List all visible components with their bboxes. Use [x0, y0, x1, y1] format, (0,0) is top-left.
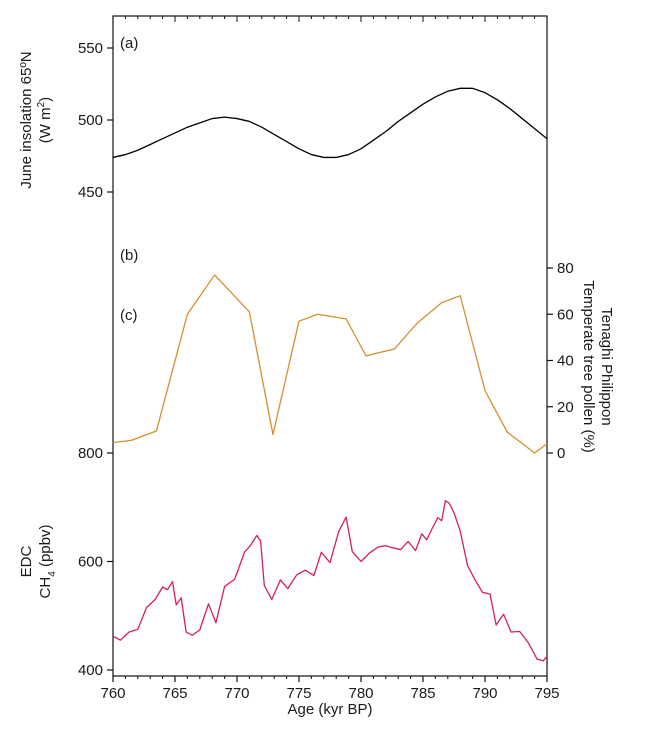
text-layer: 760 765 770 775 780 785 790 795 Age (kyr BP) 450 5…: [18, 35, 615, 718]
y-axis-units-end: (ppbv): [37, 525, 54, 572]
y-tick-label: 450: [78, 184, 103, 201]
y-tick-label: 80: [557, 260, 574, 277]
x-tick-label: 765: [162, 685, 187, 702]
x-tick-label: 785: [410, 685, 435, 702]
marks-layer: [112, 87, 548, 662]
y-tick-label: 20: [557, 399, 574, 416]
series-line: [112, 87, 548, 159]
y-tick-label: 60: [557, 306, 574, 323]
x-tick-label: 790: [472, 685, 497, 702]
y-tick-label: 40: [557, 353, 574, 370]
y-axis-units-text: CH: [37, 577, 54, 599]
y-axis-units: Temperate tree pollen (%): [580, 280, 597, 453]
panel-label: (a): [120, 35, 138, 52]
y-tick-label: 550: [78, 40, 103, 57]
y-axis-units-superscript: 2: [36, 101, 47, 107]
frame-layer: [107, 15, 553, 682]
y-axis-units-text: (W m: [37, 107, 54, 143]
x-tick-label: 780: [348, 685, 373, 702]
plot-frame: [112, 15, 548, 677]
y-tick-label: 500: [78, 112, 103, 129]
series-line: [112, 500, 548, 662]
series-line: [112, 274, 548, 454]
y-axis-units: CH4 (ppbv): [37, 525, 58, 599]
panel-label: (b): [120, 247, 138, 264]
y-tick-label: 600: [78, 554, 103, 571]
y-axis-title: EDC: [18, 545, 35, 577]
x-tick-label: 770: [224, 685, 249, 702]
y-axis-units-subscript: 4: [47, 571, 58, 577]
x-tick-label: 795: [534, 685, 559, 702]
y-axis-units: (W m2): [36, 97, 54, 143]
x-tick-label: 760: [100, 685, 125, 702]
x-axis-label: Age (kyr BP): [287, 701, 372, 718]
y-axis-title: June insolation 65ºN: [18, 51, 35, 188]
y-tick-label: 400: [78, 662, 103, 679]
panel-label: (c): [120, 307, 138, 324]
y-axis-units-end: ): [37, 97, 54, 102]
x-tick-label: 775: [286, 685, 311, 702]
y-tick-label: 800: [78, 445, 103, 462]
y-axis-title: Tenaghi Philippon: [598, 307, 615, 425]
y-tick-label: 0: [557, 445, 565, 462]
